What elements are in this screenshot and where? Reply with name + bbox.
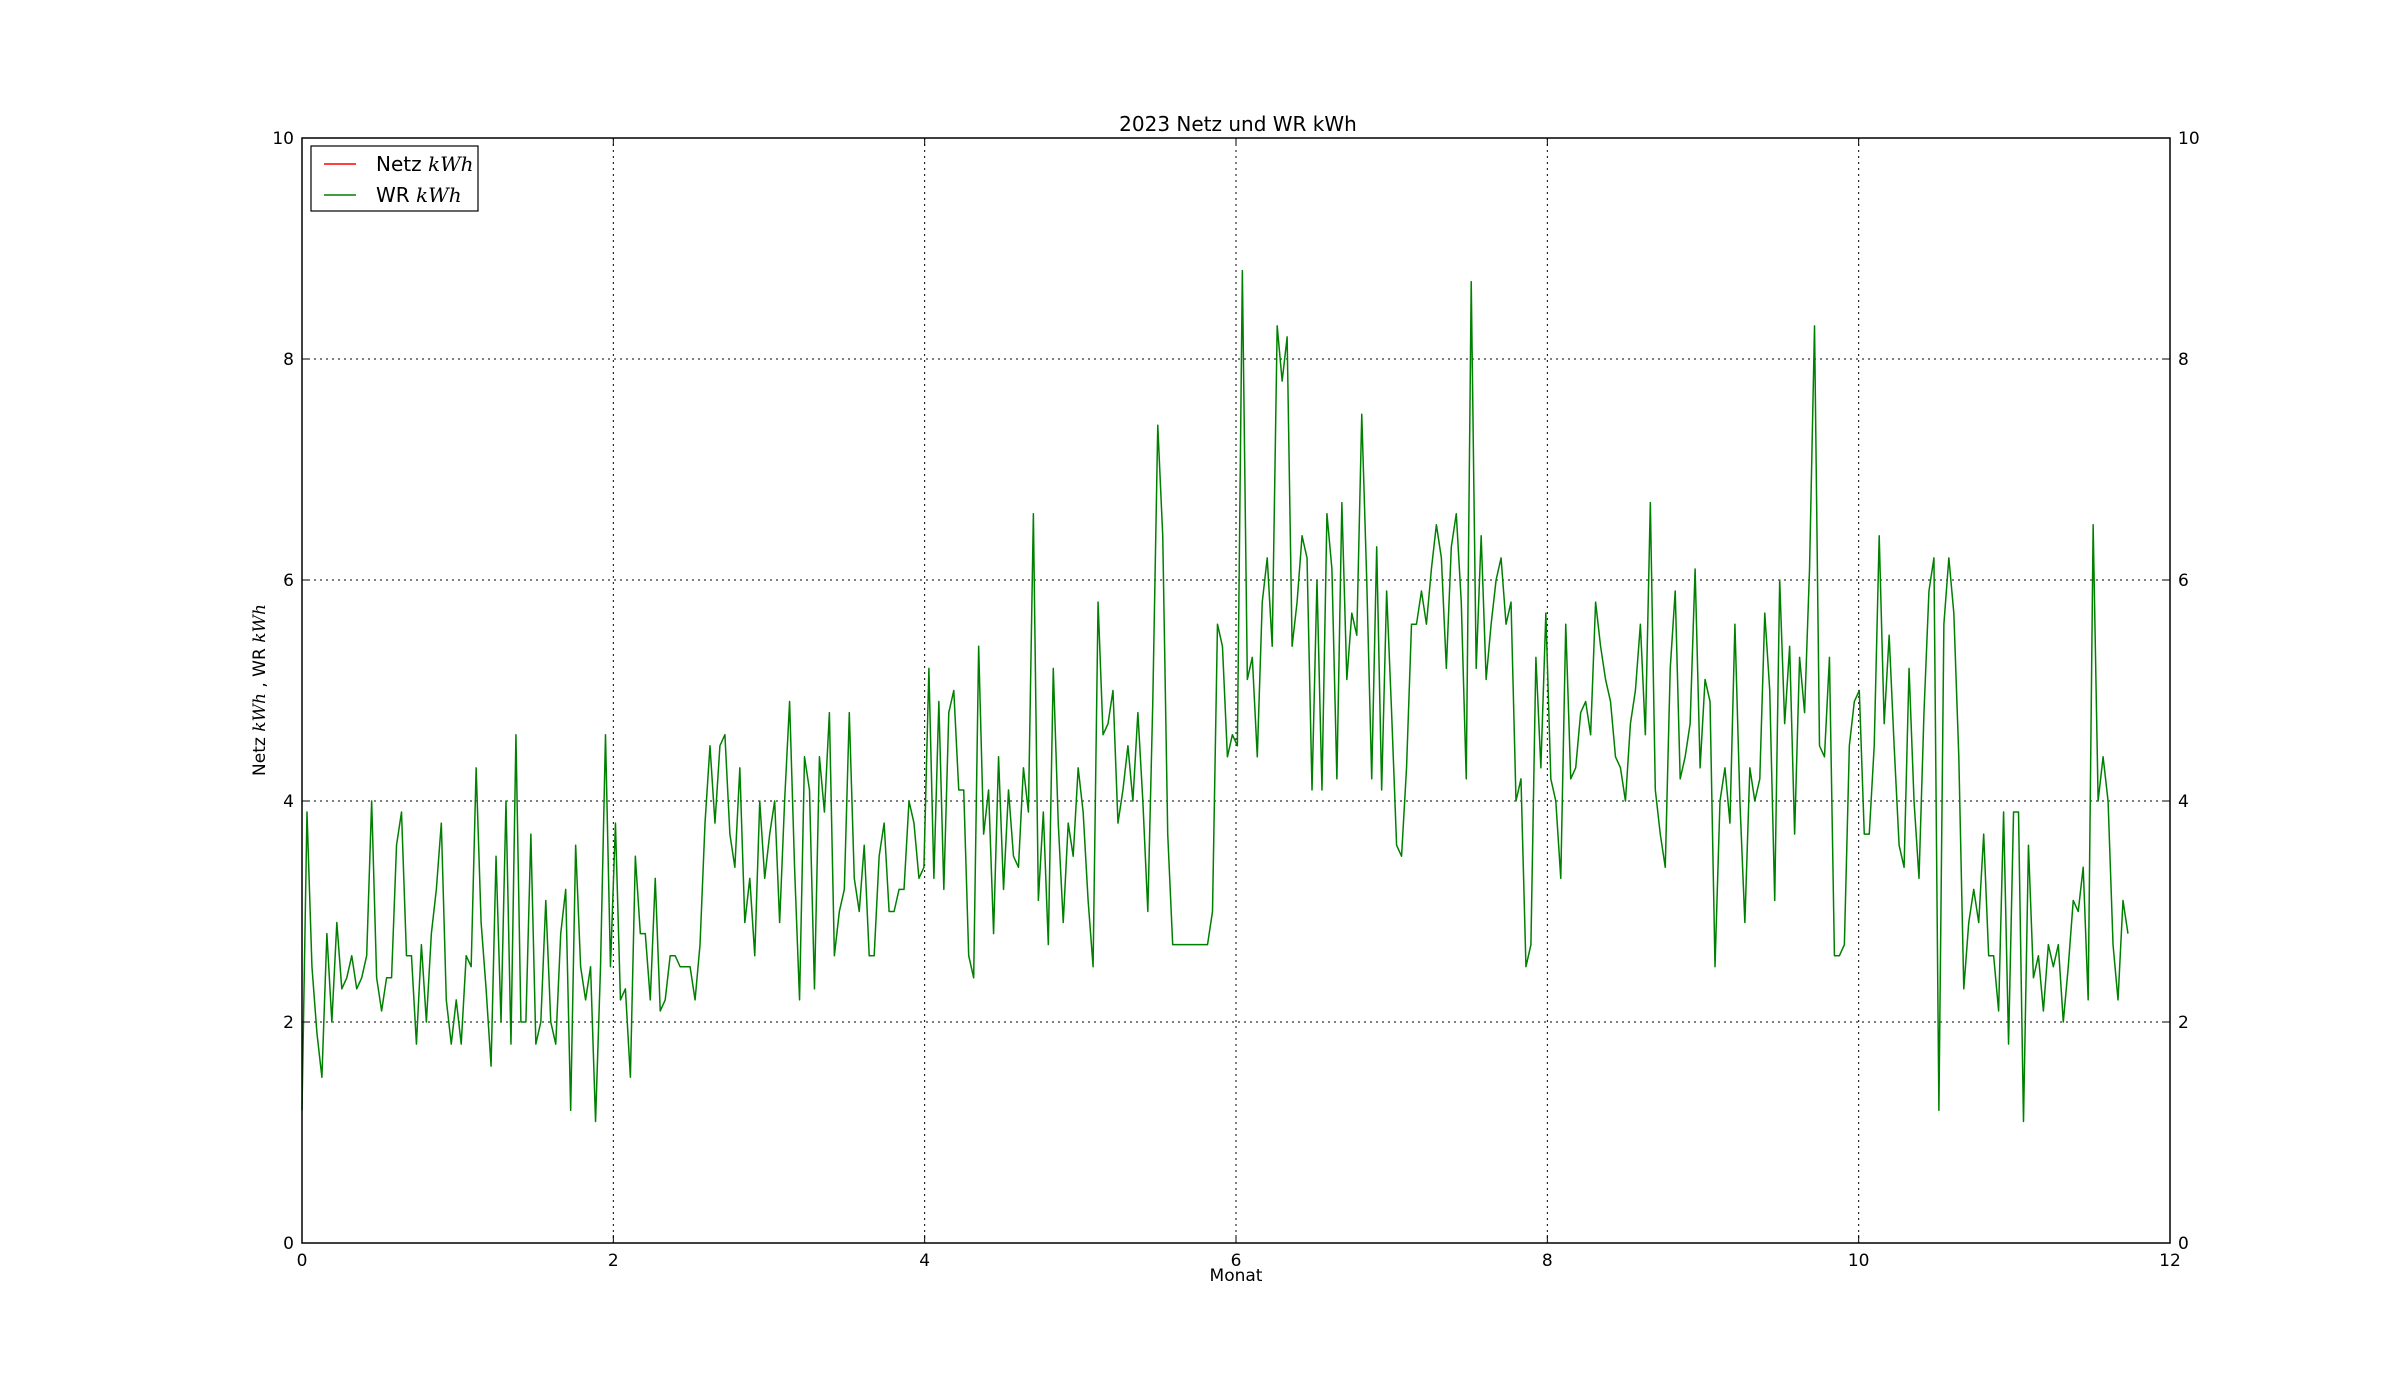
- y-tick-label-right: 2: [2178, 1013, 2189, 1033]
- chart-title: 2023 Netz und WR kWh: [1119, 112, 1357, 136]
- x-tick-label: 6: [1231, 1251, 1242, 1271]
- y-tick-label: 10: [272, 129, 294, 149]
- x-tick-label: 12: [2159, 1251, 2181, 1271]
- x-tick-label: 8: [1542, 1251, 1553, 1271]
- y-tick-label: 8: [283, 350, 294, 370]
- grid: [302, 138, 2170, 1243]
- series-line-1: [301, 269, 2129, 1123]
- x-tick-label: 0: [297, 1251, 308, 1271]
- y-tick-label: 4: [283, 792, 294, 812]
- legend-label-netz: Netz kWh: [376, 152, 474, 176]
- axes: 0 2 4 6 8 10 120 02 24 46 68 810 10: [272, 129, 2199, 1271]
- y-tick-label-right: 8: [2178, 350, 2189, 370]
- legend: Netz kWh WR kWh: [310, 145, 479, 212]
- x-tick-label: 2: [608, 1251, 619, 1271]
- y-tick-label-right: 0: [2178, 1234, 2189, 1254]
- y-tick-label: 6: [283, 571, 294, 591]
- y-tick-label-right: 6: [2178, 571, 2189, 591]
- y-tick-label: 2: [283, 1013, 294, 1033]
- x-tick-label: 4: [919, 1251, 930, 1271]
- x-tick-label: 10: [1848, 1251, 1870, 1271]
- legend-label-wr: WR kWh: [376, 183, 462, 207]
- y-tick-label: 0: [283, 1234, 294, 1254]
- y-tick-label-right: 10: [2178, 129, 2200, 149]
- y-axis-label: Netz kWh , WR kWh: [250, 604, 270, 776]
- legend-frame: [310, 145, 479, 212]
- y-tick-label-right: 4: [2178, 792, 2189, 812]
- series-layer: [301, 269, 2129, 1123]
- x-axis-label: Monat: [1210, 1266, 1263, 1286]
